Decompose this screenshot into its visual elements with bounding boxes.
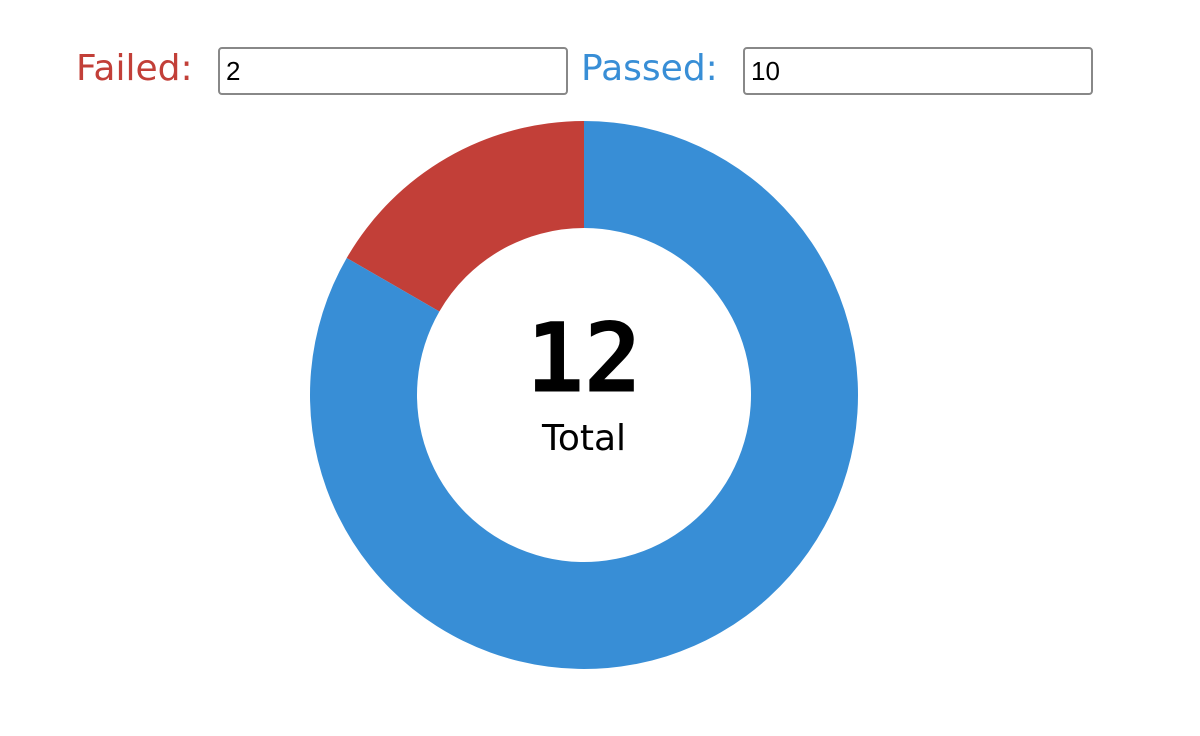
failed-input[interactable] [218,47,568,95]
center-value: 12 [526,302,642,414]
passed-label: Passed: [581,48,718,89]
donut-slice [310,121,858,670]
center-label: Total [541,418,626,459]
donut-slice [346,121,584,312]
passed-input[interactable] [743,47,1093,95]
failed-label: Failed: [76,48,193,89]
